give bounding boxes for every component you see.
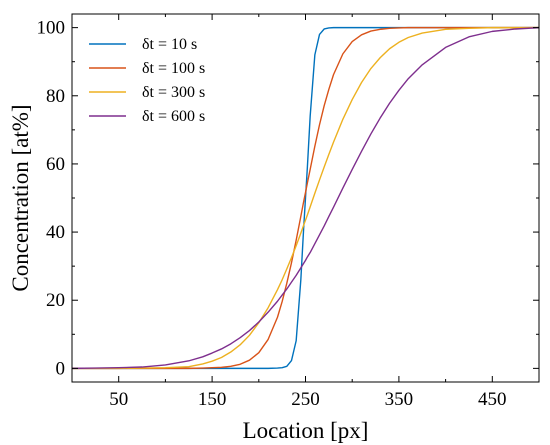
- y-tick-label: 60: [46, 154, 65, 175]
- y-axis-label: Concentration [at%]: [8, 104, 33, 291]
- legend-label-2: δt = 100 s: [142, 60, 205, 77]
- legend-label-1: δt = 10 s: [142, 36, 197, 53]
- plot-frame: [71, 13, 540, 383]
- y-tick-label: 0: [56, 358, 66, 379]
- legend-label-3: δt = 300 s: [142, 84, 205, 101]
- y-tick-label: 20: [46, 290, 65, 311]
- y-tick-label: 80: [46, 86, 65, 107]
- x-tick-label: 150: [198, 389, 227, 410]
- series-line-4: [71, 26, 540, 370]
- x-tick-label: 450: [478, 389, 507, 410]
- x-tick-label: 50: [109, 389, 128, 410]
- series-line-1: [72, 26, 539, 370]
- tick-labels: 50 150 250 350 450 0 20 40 60 80 100: [37, 18, 507, 410]
- x-axis-label: Location [px]: [243, 418, 369, 443]
- y-tick-label: 40: [46, 222, 65, 243]
- series-lines: [71, 26, 540, 370]
- axis-ticks: [72, 14, 539, 382]
- series-line-3: [72, 26, 539, 370]
- legend: δt = 10 s δt = 100 s δt = 300 s δt = 600 s: [89, 36, 205, 125]
- x-tick-label: 250: [291, 389, 320, 410]
- y-tick-label: 100: [37, 18, 66, 39]
- x-tick-label: 350: [385, 389, 414, 410]
- legend-label-4: δt = 600 s: [142, 108, 205, 125]
- series-line-2: [72, 26, 539, 370]
